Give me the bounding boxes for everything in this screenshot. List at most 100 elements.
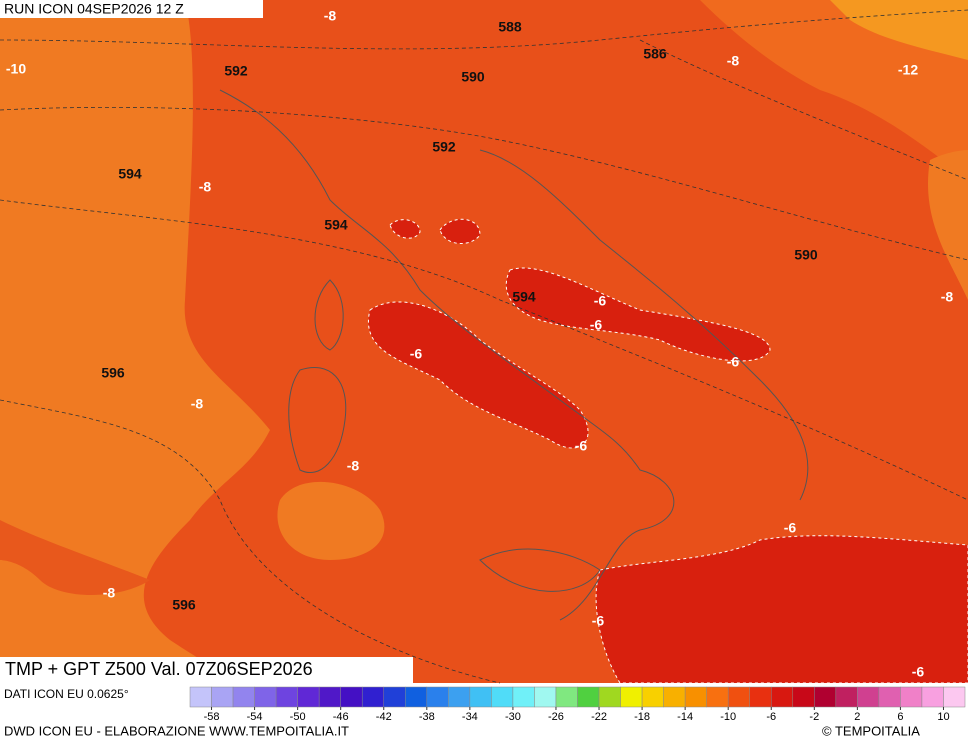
legend-swatch bbox=[383, 686, 406, 708]
geopotential-label: 596 bbox=[101, 365, 125, 381]
geopotential-label: 594 bbox=[118, 166, 142, 182]
temperature-label: -8 bbox=[324, 8, 337, 24]
legend-swatch bbox=[426, 686, 449, 708]
temperature-label: -6 bbox=[594, 293, 607, 309]
legend-swatch bbox=[340, 686, 363, 708]
warm-area bbox=[830, 0, 968, 60]
warm-area bbox=[928, 150, 968, 300]
legend-swatch bbox=[641, 686, 664, 708]
legend-tick-label: -54 bbox=[247, 711, 263, 723]
legend-swatch bbox=[275, 686, 298, 708]
legend-tick-label: -18 bbox=[634, 711, 650, 723]
temperature-label: -6 bbox=[592, 613, 605, 629]
legend-swatch bbox=[814, 686, 837, 708]
temperature-label: -6 bbox=[410, 346, 423, 362]
legend-tick-label: 2 bbox=[854, 711, 860, 723]
legend-swatch bbox=[555, 686, 578, 708]
legend-tick-label: -2 bbox=[809, 711, 819, 723]
run-label: RUN ICON 04SEP2026 12 Z bbox=[4, 1, 184, 17]
warm-area bbox=[700, 0, 968, 180]
legend-swatch bbox=[620, 686, 643, 708]
temperature-label: -8 bbox=[347, 458, 360, 474]
temperature-label: -6 bbox=[912, 664, 925, 680]
legend-tick-label: 6 bbox=[897, 711, 903, 723]
legend-swatch bbox=[577, 686, 600, 708]
geopotential-label: 586 bbox=[643, 46, 667, 62]
legend-swatch bbox=[318, 686, 341, 708]
header-box bbox=[0, 0, 263, 18]
temperature-label: -8 bbox=[727, 53, 740, 69]
cold-pool bbox=[389, 218, 481, 244]
legend-swatch bbox=[448, 686, 471, 708]
legend-tick-label: 10 bbox=[937, 711, 949, 723]
legend-swatch bbox=[211, 686, 234, 708]
legend-tick-label: -38 bbox=[419, 711, 435, 723]
cold-pool bbox=[595, 535, 968, 684]
legend-swatch bbox=[749, 686, 772, 708]
legend-tick-label: -34 bbox=[462, 711, 478, 723]
temperature-label: -6 bbox=[727, 354, 740, 370]
legend-tick-label: -10 bbox=[720, 711, 736, 723]
legend-tick-label: -6 bbox=[766, 711, 776, 723]
warm-area bbox=[277, 481, 385, 560]
map bbox=[0, 0, 968, 684]
legend-tick-label: -14 bbox=[677, 711, 693, 723]
legend-swatch bbox=[727, 686, 750, 708]
geopotential-label: 592 bbox=[224, 63, 248, 79]
legend-swatch bbox=[491, 686, 514, 708]
map-title: TMP + GPT Z500 Val. 07Z06SEP2026 bbox=[5, 659, 313, 679]
geopotential-label: 592 bbox=[432, 139, 456, 155]
legend-tick-label: -42 bbox=[376, 711, 392, 723]
credits: DWD ICON EU - ELABORAZIONE WWW.TEMPOITAL… bbox=[4, 723, 349, 738]
legend-swatch bbox=[921, 686, 944, 708]
warm-area bbox=[0, 520, 150, 595]
data-source: DATI ICON EU 0.0625° bbox=[4, 687, 129, 701]
temperature-label: -6 bbox=[784, 520, 797, 536]
legend-tick-label: -58 bbox=[204, 711, 220, 723]
coastlines bbox=[219, 89, 809, 621]
legend-swatch bbox=[771, 686, 794, 708]
geopotential-contours bbox=[0, 9, 968, 684]
temperature-label: -6 bbox=[590, 317, 603, 333]
temperature-label: -8 bbox=[941, 289, 954, 305]
geopotential-label: 594 bbox=[324, 217, 348, 233]
legend-swatch bbox=[361, 686, 385, 708]
legend-swatch bbox=[706, 686, 729, 708]
legend-swatch bbox=[469, 686, 492, 708]
legend-swatch bbox=[684, 686, 707, 708]
geopotential-label: 590 bbox=[461, 69, 485, 85]
legend-swatch bbox=[598, 686, 621, 708]
legend-swatch bbox=[534, 686, 557, 708]
temperature-label: -8 bbox=[191, 396, 204, 412]
temperature-label: -12 bbox=[898, 62, 918, 78]
color-legend: -58 -54 -50 -46 -42 -38 -34 -30 -26 -22 -18 -14 -10-… bbox=[189, 686, 966, 723]
legend-swatch bbox=[405, 686, 428, 708]
contour-labels: 588 590 586 592 592 594 594 594 590 596 596 -8 -8 -12… bbox=[6, 8, 954, 680]
legend-tick-label: -22 bbox=[591, 711, 607, 723]
temperature-label: -6 bbox=[575, 438, 588, 454]
legend-swatch bbox=[792, 686, 815, 708]
geopotential-label: 588 bbox=[498, 19, 522, 35]
legend-swatch bbox=[297, 686, 320, 708]
legend-swatch bbox=[232, 686, 255, 708]
legend-swatch bbox=[254, 686, 277, 708]
temperature-label: -8 bbox=[103, 585, 116, 601]
cold-pool bbox=[368, 301, 589, 449]
legend-swatch bbox=[900, 686, 923, 708]
temperature-label: -10 bbox=[6, 61, 26, 77]
legend-tick-label: -46 bbox=[333, 711, 349, 723]
legend-swatch bbox=[512, 686, 535, 708]
legend-swatch bbox=[663, 686, 686, 708]
temperature-label: -8 bbox=[199, 179, 212, 195]
cold-pool bbox=[505, 267, 771, 362]
legend-swatch bbox=[189, 686, 212, 708]
legend-swatch bbox=[835, 686, 858, 708]
geopotential-label: 596 bbox=[172, 597, 196, 613]
title-box bbox=[0, 657, 413, 683]
legend-tick-label: -30 bbox=[505, 711, 521, 723]
legend-swatch bbox=[943, 686, 966, 708]
legend-swatch bbox=[878, 686, 901, 708]
warm-area bbox=[0, 0, 270, 683]
legend-tick-label: -26 bbox=[548, 711, 564, 723]
